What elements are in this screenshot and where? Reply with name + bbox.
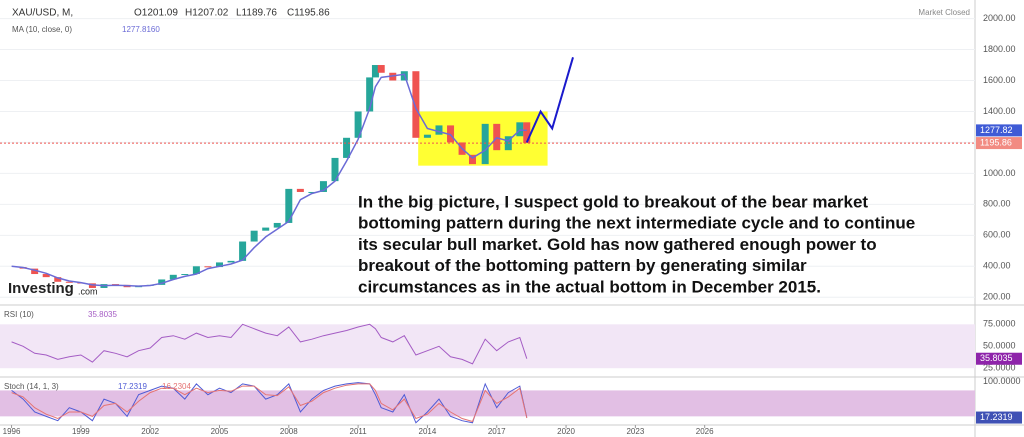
price-badge-label: 35.8035: [980, 353, 1013, 363]
candle: [516, 122, 524, 137]
x-tick-label: 2017: [488, 427, 506, 436]
ohlc-value: C1195.86: [287, 8, 330, 19]
y-tick-label: 1600.00: [983, 75, 1016, 85]
candle: [158, 279, 166, 285]
candle: [412, 71, 420, 138]
candle: [42, 274, 50, 278]
annotation-line: its secular bull market. Gold has now ga…: [358, 235, 877, 254]
candle: [296, 188, 304, 192]
candle: [262, 227, 270, 231]
y-tick-label: 600.00: [983, 230, 1011, 240]
candle: [54, 277, 62, 282]
price-badge: [976, 411, 1022, 424]
ma-value: 1277.8160: [122, 25, 160, 34]
candle: [204, 266, 212, 268]
candle: [250, 230, 258, 242]
panel-value: 35.8035: [88, 310, 117, 319]
x-tick-label: 2002: [141, 427, 159, 436]
logo: Investing: [8, 280, 74, 297]
stoch-line: [11, 382, 528, 424]
market-status: Market Closed: [918, 8, 970, 17]
rsi-line: [11, 323, 528, 365]
stoch-line: [11, 383, 528, 423]
annotation-line: circumstances as in the actual bottom in…: [358, 277, 821, 296]
x-tick-label: 2023: [626, 427, 644, 436]
y-tick-label: 1000.00: [983, 168, 1016, 178]
panel-title: RSI (10): [4, 310, 34, 319]
ohlc-value: L1189.76: [236, 8, 277, 19]
candle: [523, 122, 531, 144]
price-badge: [976, 124, 1022, 137]
candle: [308, 191, 316, 193]
annotation-line: breakout of the bottoming pattern by gen…: [358, 256, 807, 275]
panel-value: 16.2304: [162, 382, 191, 391]
candle: [423, 134, 431, 138]
candle: [493, 123, 501, 151]
y-tick-label: 50.0000: [983, 341, 1016, 351]
candle: [319, 181, 327, 192]
x-tick-label: 2005: [211, 427, 229, 436]
rsi-band: [0, 324, 975, 369]
candle: [65, 281, 73, 283]
candle: [377, 65, 385, 73]
candle: [447, 125, 455, 143]
x-tick-label: 2008: [280, 427, 298, 436]
candle: [366, 77, 374, 112]
y-tick-label: 1800.00: [983, 44, 1016, 54]
candle: [468, 154, 476, 165]
x-tick-label: 2011: [350, 427, 368, 436]
candle: [227, 260, 235, 263]
symbol: XAU/USD, M,: [12, 8, 73, 19]
panel-value: 17.2319: [118, 382, 147, 391]
candle: [343, 137, 351, 158]
logo-suffix: .com: [78, 286, 98, 296]
annotation-line: In the big picture, I suspect gold to br…: [358, 192, 868, 211]
candle: [435, 125, 443, 135]
candle: [239, 241, 247, 261]
candle: [285, 188, 293, 223]
y-tick-label: 25.0000: [983, 363, 1016, 373]
price-badge: [976, 137, 1022, 150]
ma-line: [11, 73, 527, 287]
stoch-band: [0, 390, 975, 417]
y-tick-label: 2000.00: [983, 13, 1016, 23]
price-badge-label: 1195.86: [980, 137, 1012, 147]
price-badge-label: 1277.82: [980, 125, 1013, 135]
projection-line: [525, 57, 574, 143]
x-tick-label: 2014: [419, 427, 437, 436]
panel-title: Stoch (14, 1, 3): [4, 382, 59, 391]
candle: [371, 65, 379, 78]
y-tick-label: 100.0000: [983, 376, 1021, 386]
candle: [273, 222, 281, 228]
candle: [31, 268, 39, 275]
candle: [331, 157, 339, 182]
x-tick-label: 1999: [72, 427, 90, 436]
candle: [169, 274, 177, 280]
x-tick-label: 2020: [557, 427, 575, 436]
x-tick-label: 1996: [3, 427, 21, 436]
x-tick-label: 2026: [696, 427, 714, 436]
candle: [192, 266, 200, 275]
y-tick-label: 200.00: [983, 292, 1011, 302]
candle: [354, 111, 362, 138]
ma-title: MA (10, close, 0): [12, 25, 72, 34]
y-tick-label: 800.00: [983, 199, 1011, 209]
annotation-line: bottoming pattern during the next interm…: [358, 214, 915, 233]
candle: [215, 262, 223, 268]
ohlc-value: O1201.09: [134, 8, 178, 19]
y-tick-label: 75.0000: [983, 319, 1016, 329]
price-badge: [976, 352, 1022, 365]
price-badge-label: 17.2319: [980, 412, 1013, 422]
candle: [481, 123, 489, 165]
ohlc-value: H1207.02: [185, 8, 229, 19]
candle: [181, 274, 189, 276]
y-tick-label: 1400.00: [983, 106, 1016, 116]
y-tick-label: 400.00: [983, 261, 1011, 271]
